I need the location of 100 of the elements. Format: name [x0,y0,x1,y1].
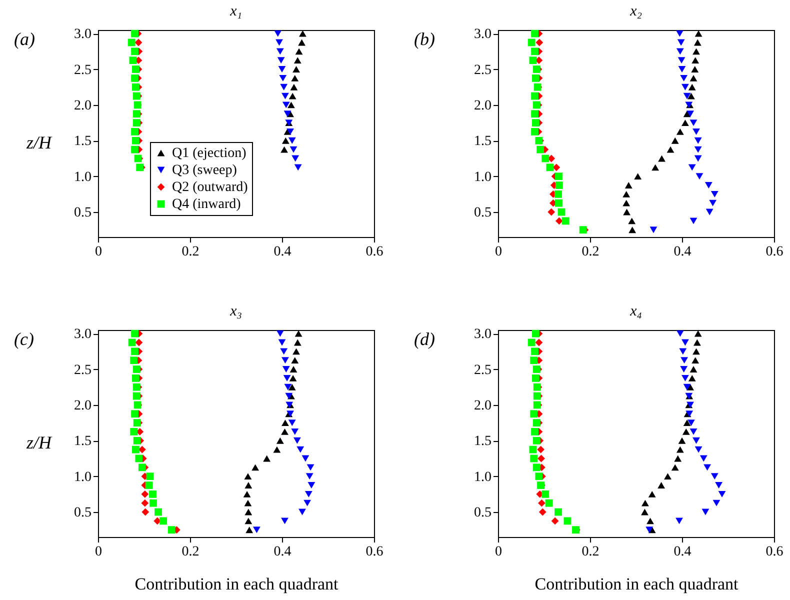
point [282,420,289,426]
point [130,428,138,436]
x-axis-title: Contribution in each quadrant [534,574,739,594]
point [290,146,298,153]
legend-label: Q3 (sweep) [172,163,238,178]
point [133,436,141,444]
point [304,490,312,498]
point [530,356,538,364]
point [628,226,636,234]
point [244,508,252,516]
point [278,339,286,346]
point [291,74,299,82]
point [141,490,149,498]
point [682,120,689,126]
point [683,420,691,426]
point [292,66,300,72]
point [555,172,562,180]
point [135,454,143,462]
point [284,384,292,390]
point [132,366,140,373]
point [692,57,700,64]
point [288,384,296,390]
point [536,38,544,46]
point [554,508,562,516]
point [530,454,538,462]
point [252,464,260,471]
point [281,428,288,435]
point [244,482,252,488]
point [531,48,539,56]
x-axis-title: Contribution in each quadrant [134,574,339,594]
point [132,119,140,126]
chart-title: x₃ [229,304,242,320]
y-tick-label: 2.0 [74,398,92,414]
chart-title: x₁ [229,4,242,20]
x-tick-label: 0.4 [274,244,292,260]
point [291,357,299,364]
point [129,56,137,64]
point [531,348,539,356]
point [138,446,146,454]
point [694,146,702,153]
point [294,57,302,64]
point [288,137,296,144]
point [676,128,684,135]
point [690,120,698,126]
point [131,74,139,82]
x-tick-label: 0.4 [674,544,692,560]
point [687,420,695,426]
point [528,338,536,346]
point [294,330,302,337]
point [555,182,563,189]
point [292,348,300,355]
point [130,356,138,364]
point [277,57,285,64]
point [286,128,294,135]
point [536,146,544,154]
y-tick-label: 2.5 [474,62,492,78]
point [281,518,288,524]
y-tick-label: 2.0 [474,398,492,414]
x-tick-label: 0 [95,544,102,560]
point [298,508,306,516]
point [678,66,686,72]
point [282,102,290,108]
point [296,446,304,453]
point [658,155,666,162]
point [246,526,254,534]
point [692,357,700,364]
point [688,84,696,90]
point [168,526,176,534]
point [291,428,299,435]
point [285,392,293,400]
point [641,508,648,516]
point [280,348,288,355]
y-tick-label: 1.5 [474,434,492,450]
point [535,472,543,480]
point [290,366,298,372]
point [160,517,168,525]
x-tick-label: 0.4 [674,244,692,260]
point [688,374,696,382]
point [555,217,563,225]
point [276,330,284,337]
y-tick-label: 1.5 [74,434,92,450]
point [282,137,290,144]
point [682,428,690,435]
point [682,339,689,346]
point [280,84,288,90]
point [298,39,306,46]
point [624,182,632,188]
point [284,110,292,118]
point [131,146,139,154]
point [650,226,658,234]
point [671,137,679,144]
point [692,437,700,444]
y-axis-title: z/H [26,432,53,452]
point [694,330,702,337]
point [709,200,717,206]
chart-title: x₄ [629,304,642,320]
point [676,48,684,55]
point [555,199,562,207]
y-tick-label: 1.5 [74,134,92,150]
y-tick-label: 1.0 [474,170,492,185]
